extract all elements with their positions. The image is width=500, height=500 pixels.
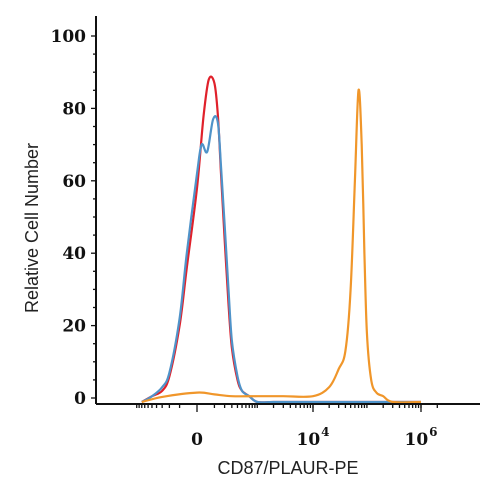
histogram-orange-curve	[141, 88, 422, 404]
x-tick-label: 104	[296, 425, 329, 450]
histogram-curves	[141, 75, 422, 404]
x-axis-title: CD87/PLAUR-PE	[217, 458, 358, 478]
y-tick-label: 60	[62, 172, 86, 192]
y-tick-label: 40	[62, 244, 86, 264]
x-tick-label: 106	[404, 425, 437, 450]
y-tick-label: 100	[51, 27, 87, 47]
x-tick-label: 0	[191, 430, 203, 450]
axes	[95, 16, 480, 405]
y-axis-ticks: 0 20 40 60 80 100	[51, 27, 96, 409]
y-tick-label: 80	[62, 99, 86, 119]
y-tick-label: 0	[74, 389, 86, 409]
x-axis-ticks: 0 104 106	[136, 404, 438, 450]
y-tick-label: 20	[62, 317, 86, 337]
y-axis-title: Relative Cell Number	[22, 143, 42, 313]
histogram-red-curve	[141, 75, 421, 404]
histogram-blue-curve	[141, 115, 421, 404]
